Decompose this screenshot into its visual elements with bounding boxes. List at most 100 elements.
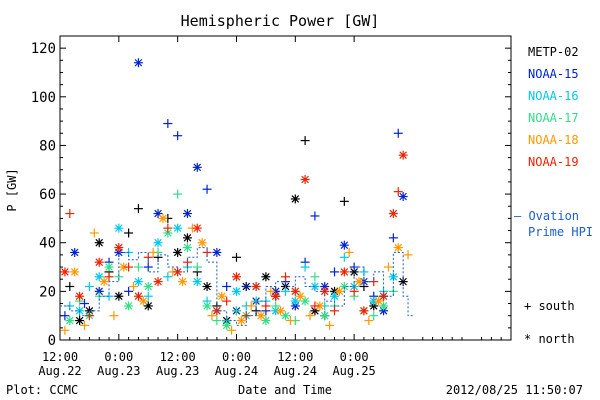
data-point-north [182, 233, 192, 243]
x-tick-time: 12:00 [42, 350, 78, 364]
x-tick-time: 0:00 [340, 350, 369, 364]
data-point-north [339, 267, 349, 277]
data-point-south [231, 252, 241, 262]
x-tick-date: Aug.23 [97, 364, 140, 378]
data-point-south [80, 320, 90, 330]
y-tick-label: 40 [39, 236, 56, 252]
data-point-south [388, 233, 398, 243]
data-point-north [300, 174, 310, 184]
chart-title: Hemispheric Power [GW] [181, 12, 380, 30]
data-point-south [305, 311, 315, 321]
data-point-south [285, 316, 295, 326]
data-point-south [369, 311, 379, 321]
data-point-south [124, 228, 134, 238]
data-point-south [104, 272, 114, 282]
data-point-south [330, 306, 340, 316]
data-point-north [104, 262, 114, 272]
data-point-north [393, 243, 403, 253]
y-tick-label: 100 [31, 90, 56, 106]
data-point-north [75, 316, 85, 326]
data-point-south [325, 320, 335, 330]
data-point-south [202, 184, 212, 194]
data-point-south [124, 262, 134, 272]
data-point-south [227, 325, 237, 335]
data-point-south [222, 281, 232, 291]
y-axis-label: P [GW] [5, 168, 19, 211]
data-point-south [300, 262, 310, 272]
data-point-north [251, 281, 261, 291]
data-point-north [212, 247, 222, 257]
data-point-north [94, 257, 104, 267]
data-point-north [359, 306, 369, 316]
data-point-north [75, 291, 85, 301]
data-point-north [143, 281, 153, 291]
data-point-south [310, 211, 320, 221]
data-point-south [393, 128, 403, 138]
data-point-south [60, 311, 70, 321]
data-point-north [153, 277, 163, 287]
data-point-north [330, 291, 340, 301]
data-point-south [207, 311, 217, 321]
x-tick-date: Aug.23 [156, 364, 199, 378]
data-point-north [153, 238, 163, 248]
plot-area: 02040608010012012:00Aug.220:00Aug.2312:0… [31, 35, 512, 378]
data-point-south [231, 306, 241, 316]
data-point-south [403, 250, 413, 260]
data-point-north [388, 209, 398, 219]
data-point-north [182, 209, 192, 219]
data-point-north [60, 267, 70, 277]
data-point-south [281, 286, 290, 296]
x-tick-time: 0:00 [222, 350, 251, 364]
data-point-south [222, 296, 232, 306]
y-tick-label: 20 [39, 284, 56, 300]
x-tick-date: Aug.25 [332, 364, 375, 378]
data-point-north [276, 306, 286, 316]
data-point-south [339, 196, 349, 206]
data-point-north [192, 223, 202, 233]
data-point-north [236, 316, 246, 326]
data-point-south [89, 228, 99, 238]
data-point-south [330, 267, 340, 277]
legend-entry: NOAA-17 [528, 111, 579, 125]
data-point-north [182, 243, 192, 253]
data-point-south [163, 272, 173, 282]
data-point-north [178, 277, 188, 287]
legend: METP-02 NOAA-15 NOAA-16 NOAA-17 NOAA-18 NOAA-… [514, 45, 593, 346]
data-point-north [300, 296, 310, 306]
x-tick-time: 12:00 [160, 350, 196, 364]
data-point-south [310, 272, 320, 282]
data-point-north [290, 286, 300, 296]
data-point-south [300, 136, 310, 146]
data-point-south [80, 299, 90, 309]
data-point-south [349, 286, 359, 296]
data-point-north [173, 247, 183, 257]
data-point-north [114, 243, 124, 253]
data-point-south [271, 301, 281, 311]
data-point-south [163, 119, 173, 129]
y-tick-label: 60 [39, 187, 56, 203]
data-point-north [202, 281, 212, 291]
data-point-north [222, 320, 232, 330]
plot-credit: Plot: CCMC [6, 383, 78, 397]
legend-entry: NOAA-16 [528, 89, 579, 103]
x-tick-time: 12:00 [277, 350, 313, 364]
data-point-south [192, 262, 202, 272]
data-point-south [344, 247, 354, 257]
plot-timestamp: 2012/08/25 11:50:07 [446, 383, 583, 397]
legend-entry: NOAA-18 [528, 133, 579, 147]
data-point-south [393, 187, 403, 197]
data-point-south [310, 301, 320, 311]
data-point-south [129, 281, 139, 291]
legend-entry: METP-02 [528, 45, 579, 59]
x-tick-date: Aug.24 [274, 364, 317, 378]
data-point-south [339, 252, 349, 262]
data-point-south [124, 286, 134, 296]
data-point-north [339, 240, 349, 250]
data-point-south [133, 262, 143, 272]
data-point-south [65, 209, 75, 219]
data-point-south [65, 281, 75, 291]
data-point-north [192, 162, 202, 172]
legend-entry: NOAA-15 [528, 67, 579, 81]
legend-ovation-line2: Prime HPI [528, 225, 593, 239]
